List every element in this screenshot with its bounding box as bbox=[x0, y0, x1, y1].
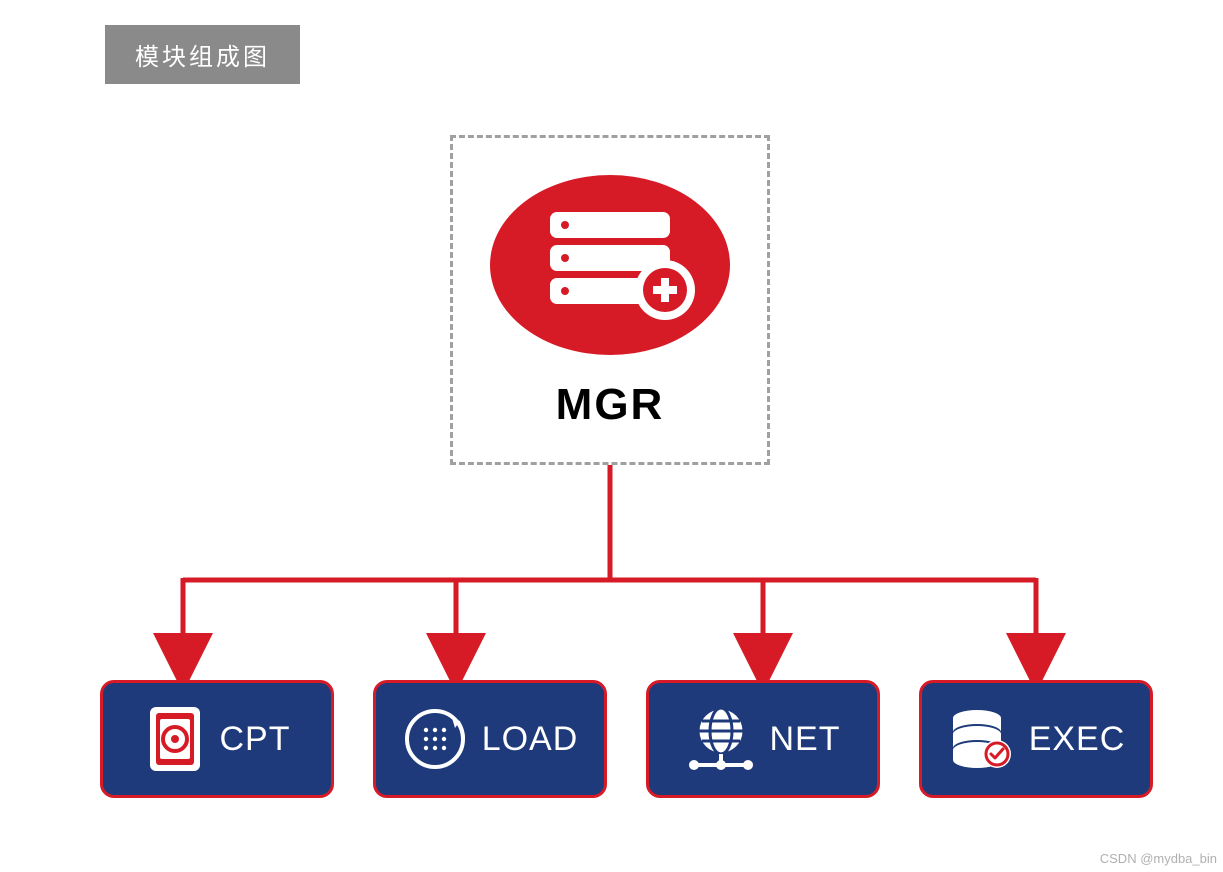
server-plus-icon bbox=[485, 170, 735, 360]
module-load: LOAD bbox=[373, 680, 607, 798]
network-globe-icon bbox=[686, 703, 756, 775]
database-check-icon bbox=[947, 706, 1015, 772]
globe-refresh-icon bbox=[402, 706, 468, 772]
module-label: CPT bbox=[220, 720, 291, 759]
module-label: EXEC bbox=[1029, 720, 1126, 759]
title-text: 模块组成图 bbox=[135, 44, 270, 71]
module-cpt: CPT bbox=[100, 680, 334, 798]
watermark: CSDN @mydba_bin bbox=[1100, 851, 1217, 866]
module-exec: EXEC bbox=[919, 680, 1153, 798]
module-label: LOAD bbox=[482, 720, 579, 759]
title-badge: 模块组成图 bbox=[105, 25, 300, 84]
mgr-label: MGR bbox=[556, 380, 665, 430]
mgr-container: MGR bbox=[450, 135, 770, 465]
connector-arrows bbox=[0, 465, 1223, 685]
module-net: NET bbox=[646, 680, 880, 798]
module-label: NET bbox=[770, 720, 841, 759]
document-target-icon bbox=[144, 703, 206, 775]
